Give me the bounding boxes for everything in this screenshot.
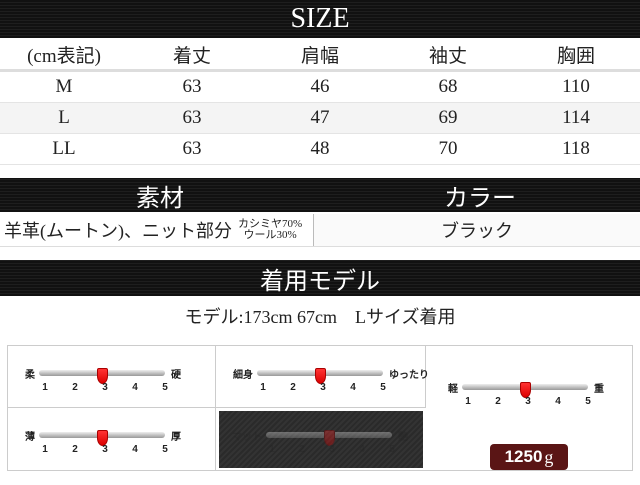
cell: 114 [562, 107, 590, 128]
slider-tick: 1 [42, 382, 48, 393]
col-header: (cm表記) [27, 46, 101, 67]
slider-tick: 2 [72, 444, 78, 455]
slider-tick: 5 [162, 444, 168, 455]
table-row: M 63 46 68 110 [0, 72, 640, 103]
slider-track [257, 368, 383, 384]
color-title: カラー [444, 185, 516, 212]
slider-tick: 1 [42, 444, 48, 455]
cell: 69 [438, 107, 458, 128]
table-row: L 63 47 69 114 [0, 103, 640, 134]
slider-tick: 3 [329, 444, 335, 455]
slider-tick: 1 [269, 444, 275, 455]
slider-tick: 3 [102, 382, 108, 393]
cell: L [58, 107, 70, 128]
slider-track [39, 368, 165, 384]
spec-sliders-panel: マット 艶 1 2 3 4 5 1250 g 柔 硬 1 2 3 4 5 細身 ゆったり 1 2 3 4 5 薄 厚 1 2 3 4… [7, 345, 633, 471]
rating-slider: 軽 重 1 2 3 4 5 [448, 380, 640, 420]
cell: 70 [438, 138, 458, 159]
material-header: 素材 カラー [0, 178, 640, 212]
slider-right-label: 厚 [171, 432, 181, 443]
rating-slider: 柔 硬 1 2 3 4 5 [25, 366, 225, 406]
slider-cell-thickness [8, 408, 216, 470]
slider-tick: 2 [290, 382, 296, 393]
slider-tick: 3 [320, 382, 326, 393]
slider-knob [97, 368, 108, 384]
cell: 63 [182, 76, 202, 97]
cell: 110 [562, 76, 590, 97]
rating-slider: 細身 ゆったり 1 2 3 4 5 [233, 366, 435, 406]
slider-left-label: 柔 [25, 370, 35, 381]
knit-line: ウール30% [243, 229, 297, 241]
col-header: 着丈 [172, 46, 211, 67]
weight-badge: 1250 g [490, 444, 568, 470]
slider-track [266, 430, 392, 446]
model-title: 着用モデル [260, 268, 380, 295]
slider-right-label: ゆったり [389, 370, 429, 381]
slider-track [39, 430, 165, 446]
slider-left-label: 薄 [25, 432, 35, 443]
material-title: 素材 [136, 185, 184, 212]
slider-right-label: 艶 [398, 432, 408, 443]
cell: 68 [438, 76, 458, 97]
size-header: SIZE [0, 0, 640, 38]
slider-right-label: 重 [594, 384, 604, 395]
slider-tick: 2 [299, 444, 305, 455]
cell: 48 [310, 138, 330, 159]
model-header: 着用モデル [0, 260, 640, 296]
cell: LL [52, 138, 76, 159]
slider-knob [315, 368, 326, 384]
cell: 63 [182, 107, 202, 128]
slider-knob [324, 430, 335, 446]
slider-cell-gloss: マット 艶 1 2 3 4 5 [219, 411, 423, 468]
slider-tick: 2 [495, 396, 501, 407]
cell: 47 [310, 107, 330, 128]
material-cell: 羊革(ムートン)、ニット部分 カシミヤ70% ウール30% [0, 214, 314, 246]
material-row: 羊革(ムートン)、ニット部分 カシミヤ70% ウール30% ブラック [0, 214, 640, 247]
slider-tick: 1 [465, 396, 471, 407]
slider-tick: 4 [132, 444, 138, 455]
knit-line: カシミヤ70% [238, 218, 303, 230]
material-value: 羊革(ムートン)、ニット部分 [4, 221, 232, 241]
slider-tick: 4 [132, 382, 138, 393]
color-value: ブラック [441, 221, 513, 241]
cell: M [55, 76, 73, 97]
slider-tick: 3 [102, 444, 108, 455]
model-info: モデル:173cm 67cm Lサイズ着用 [184, 307, 456, 327]
knit-composition: カシミヤ70% ウール30% [238, 219, 302, 241]
slider-track [462, 382, 588, 398]
slider-tick: 5 [585, 396, 591, 407]
col-header: 胸囲 [556, 46, 595, 67]
table-header: (cm表記) 着丈 肩幅 袖丈 胸囲 [0, 40, 640, 72]
slider-tick: 4 [359, 444, 365, 455]
slider-tick: 5 [380, 382, 386, 393]
color-cell: ブラック [314, 214, 640, 246]
slider-left-label: マット [232, 432, 262, 443]
size-title: SIZE [290, 3, 350, 34]
size-table: (cm表記) 着丈 肩幅 袖丈 胸囲 M 63 46 68 110 L 63 47 69 114… [0, 40, 640, 165]
cell: 46 [310, 76, 330, 97]
slider-knob [97, 430, 108, 446]
slider-right-label: 硬 [171, 370, 181, 381]
slider-tick: 3 [525, 396, 531, 407]
slider-cell-hardness [8, 346, 216, 408]
slider-cell-fit [216, 346, 426, 408]
slider-tick: 2 [72, 382, 78, 393]
slider-left-label: 軽 [448, 384, 458, 395]
col-header: 袖丈 [428, 46, 467, 67]
slider-left-label: 細身 [233, 370, 253, 381]
slider-tick: 4 [555, 396, 561, 407]
slider-knob [520, 382, 531, 398]
slider-tick: 4 [350, 382, 356, 393]
cell: 118 [562, 138, 590, 159]
weight-unit: g [544, 446, 554, 467]
cell: 63 [182, 138, 202, 159]
col-header: 肩幅 [300, 46, 339, 67]
rating-slider: マット 艶 1 2 3 4 5 [232, 428, 435, 468]
slider-tick: 5 [389, 444, 395, 455]
slider-tick: 1 [260, 382, 266, 393]
table-row: LL 63 48 70 118 [0, 134, 640, 165]
rating-slider: 薄 厚 1 2 3 4 5 [25, 428, 225, 468]
slider-tick: 5 [162, 382, 168, 393]
weight-value: 1250 [504, 447, 543, 466]
